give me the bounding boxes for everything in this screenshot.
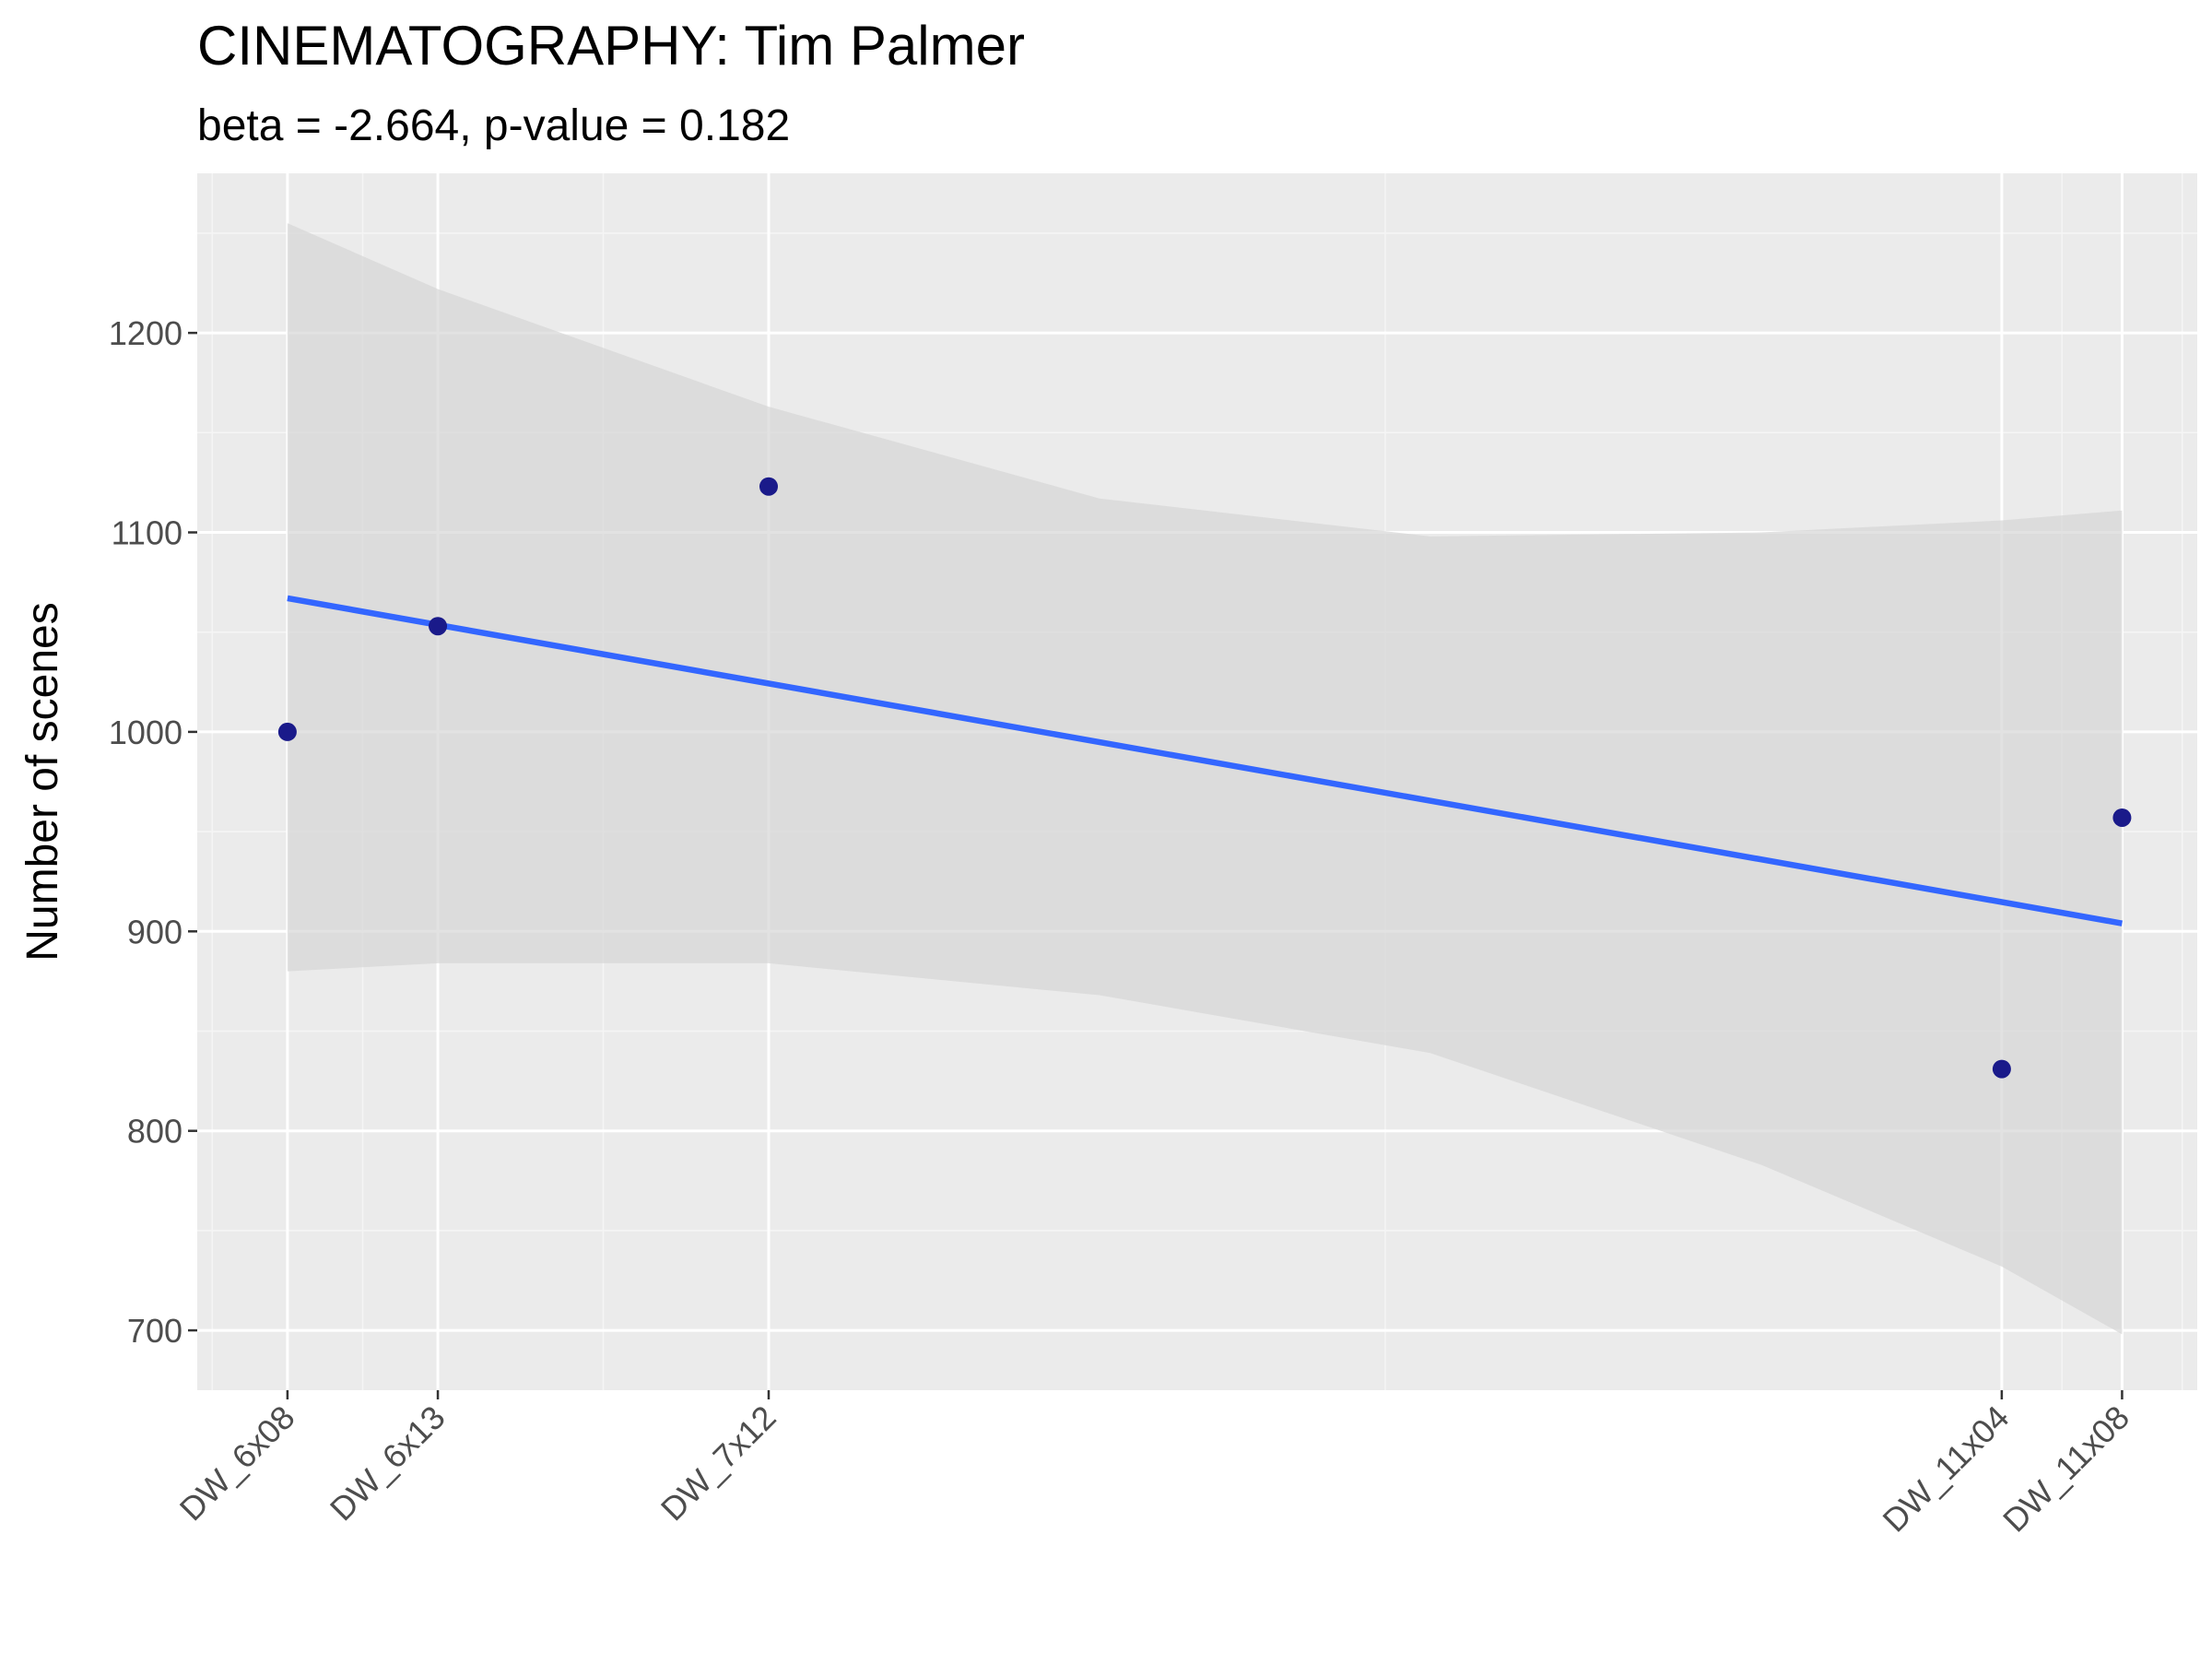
y-tick-label: 1000 xyxy=(109,714,182,751)
points-layer xyxy=(277,477,2132,1079)
x-tick-label: DW_11x08 xyxy=(1995,1398,2136,1540)
confidence-band-layer xyxy=(287,223,2123,1335)
chart-subtitle: beta = -2.664, p-value = 0.182 xyxy=(197,101,790,150)
x-tick-label: DW_11x04 xyxy=(1876,1398,2017,1540)
confidence-band xyxy=(287,223,2123,1335)
trend-line xyxy=(287,595,2123,926)
y-tick-label: 1100 xyxy=(112,514,182,552)
y-axis-title: Number of scenes xyxy=(18,602,67,962)
data-point xyxy=(759,477,778,496)
chart-title: CINEMATOGRAPHY: Tim Palmer xyxy=(197,15,1025,77)
y-tick-label: 700 xyxy=(127,1312,182,1350)
x-tick-label: DW_7x12 xyxy=(653,1398,783,1528)
data-point xyxy=(1992,1059,2011,1079)
trend-line-layer xyxy=(287,595,2123,926)
data-point xyxy=(2112,808,2132,827)
x-tick-label: DW_6x13 xyxy=(323,1398,453,1528)
data-point xyxy=(277,722,297,741)
data-point xyxy=(429,617,448,636)
y-tick-label: 800 xyxy=(127,1113,182,1151)
y-tick-label: 900 xyxy=(127,913,182,950)
y-tick-label: 1200 xyxy=(109,314,182,352)
y-axis: 700 800 900 1000 1100 1200 xyxy=(109,314,197,1350)
x-tick-label: DW_6x08 xyxy=(172,1398,302,1528)
